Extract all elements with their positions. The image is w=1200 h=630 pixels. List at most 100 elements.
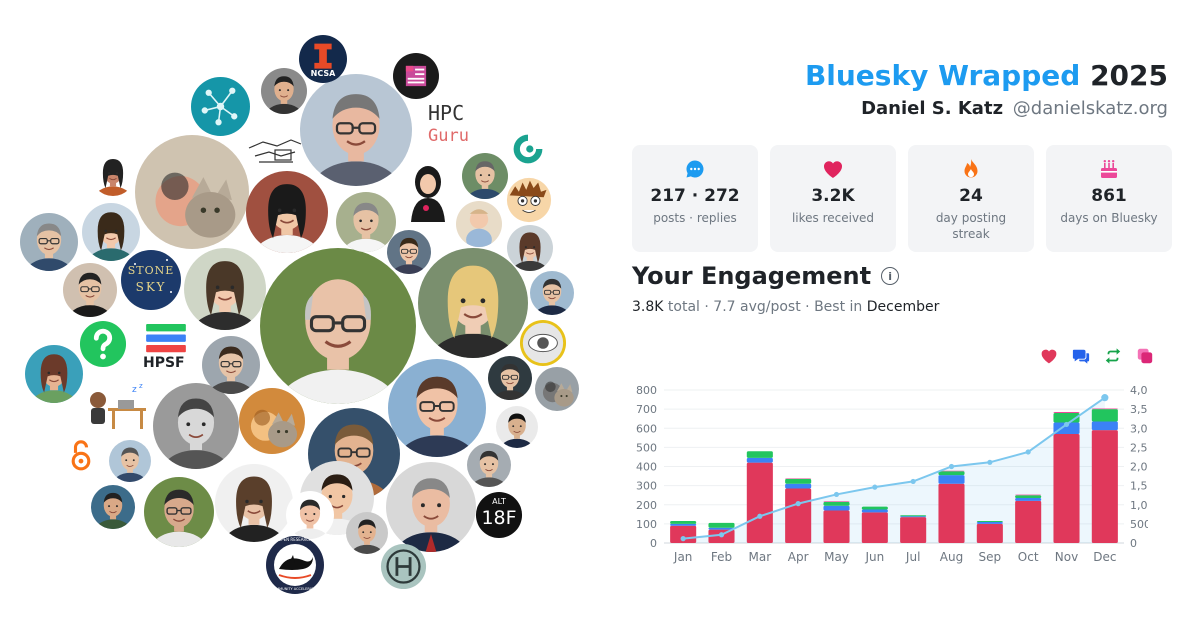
bar-segment-replies <box>861 509 888 513</box>
cumulative-point <box>948 463 955 470</box>
reply-icon[interactable] <box>1072 347 1090 365</box>
avatar <box>286 491 334 539</box>
stat-card-posts: 217 · 272 posts · replies <box>632 145 758 252</box>
avatar <box>91 152 135 196</box>
y-tick-label-left: 100 <box>636 518 657 531</box>
y-tick-label-right: 2,000 <box>1130 461 1148 474</box>
orca-bottom-text: COMMUNITY ACCELERATOR <box>270 587 320 591</box>
user-name: Daniel S. Katz <box>861 98 1004 119</box>
engagement-avg: 7.7 avg/post <box>713 299 801 315</box>
alt-18f-logo: ALT 18F <box>475 491 523 539</box>
hpc-guru-logo: HPC Guru <box>428 101 488 151</box>
repost-icon[interactable] <box>1104 347 1122 365</box>
cumulative-point <box>987 459 993 465</box>
cumulative-point <box>1063 421 1070 428</box>
x-tick-label: Apr <box>788 550 809 564</box>
cumulative-point <box>718 532 725 538</box>
network-logo <box>191 77 250 136</box>
engagement-chart: 0 100 200 300 400 500 600 700 800 0 500 1,000 1,500 2… <box>636 384 1148 564</box>
open-access-icon <box>70 440 92 471</box>
bar-segment-reposts <box>785 478 812 484</box>
bar-segment-replies <box>746 457 773 463</box>
stat-value: 217 · 272 <box>650 186 740 206</box>
bar-segment-quotes <box>938 470 965 472</box>
bar-segment-likes <box>938 483 965 543</box>
bar-segment-likes <box>823 510 850 543</box>
y-tick-label-right: 1,000 <box>1130 499 1148 512</box>
sky-text: SKY <box>135 280 167 294</box>
avatar <box>91 485 135 529</box>
avatar <box>530 271 574 315</box>
engagement-best-prefix: Best in <box>814 299 863 315</box>
y-tick-label-left: 600 <box>636 422 657 435</box>
avatar <box>184 248 266 330</box>
brand-title: Bluesky Wrapped <box>804 59 1081 92</box>
cumulative-point <box>1025 449 1031 455</box>
bar-segment-reposts <box>670 521 697 524</box>
question-logo <box>79 320 127 368</box>
bar-segment-likes <box>785 488 812 543</box>
bar-segment-quotes <box>1091 408 1118 410</box>
y-tick-label-left: 0 <box>650 537 657 550</box>
stat-value: 24 <box>959 186 983 206</box>
stat-value: 3.2K <box>811 186 855 206</box>
engagement-title: Your Engagement i <box>632 262 900 290</box>
bar-segment-reposts <box>1015 495 1042 499</box>
bar-segment-reposts <box>976 521 1003 522</box>
avatar <box>336 192 396 252</box>
ncsa-text: NCSA <box>310 69 336 78</box>
avatar <box>467 443 511 487</box>
bar-segment-reposts <box>823 501 850 506</box>
guru-text: Guru <box>428 126 469 146</box>
book-logo <box>393 53 439 99</box>
bar-segment-replies <box>670 523 697 526</box>
stat-card-likes: 3.2K likes received <box>770 145 896 252</box>
heart-icon[interactable] <box>1040 347 1058 365</box>
bar-segment-reposts <box>900 515 927 517</box>
avatar <box>496 406 538 448</box>
y-tick-label-left: 200 <box>636 499 657 512</box>
avatar <box>386 462 476 552</box>
avatar <box>239 388 305 454</box>
avatar <box>418 248 528 358</box>
quote-icon[interactable] <box>1136 347 1154 365</box>
avatar <box>462 153 508 199</box>
user-line: Daniel S. Katz @danielskatz.org <box>805 96 1168 122</box>
x-tick-label: Jan <box>673 550 693 564</box>
bar-segment-reposts <box>708 522 735 528</box>
bar-segment-likes <box>1053 433 1080 543</box>
y-tick-label-right: 2,500 <box>1130 441 1148 454</box>
info-icon[interactable]: i <box>881 267 900 285</box>
cumulative-area <box>683 397 1105 543</box>
bar-segment-replies <box>900 516 927 518</box>
y-tick-label-right: 0 <box>1130 537 1137 550</box>
orca-top-text: OPEN RESEARCH <box>278 537 312 542</box>
svg-text:z: z <box>139 382 143 390</box>
stone-text: STONE <box>127 264 175 277</box>
page-title: Bluesky Wrapped 2025 <box>805 58 1168 94</box>
cumulative-line <box>683 396 1106 540</box>
avatar-cloud: NCSA HPC Guru STONE SKY HPSF z z ALT 18F OPEN RESE… <box>20 35 579 594</box>
avatar <box>261 68 307 114</box>
baby-avatar <box>456 201 502 247</box>
cumulative-point <box>1101 394 1109 402</box>
bar-segment-likes <box>1091 430 1118 543</box>
avatar <box>82 203 140 261</box>
h-logo <box>380 543 427 590</box>
engagement-best-month: December <box>866 299 940 315</box>
bar-segment-likes <box>900 517 927 543</box>
stat-label: days on Bluesky <box>1060 211 1158 225</box>
avatar <box>535 367 579 411</box>
bar-segment-likes <box>976 523 1003 543</box>
stat-label: day posting streak <box>935 211 1007 241</box>
bar-segment-replies <box>708 527 735 530</box>
x-tick-label: Oct <box>1018 550 1039 564</box>
cumulative-point <box>680 536 686 542</box>
x-tick-label: Nov <box>1055 550 1078 564</box>
y-tick-label-right: 3,500 <box>1130 403 1148 416</box>
chart-legend <box>1040 347 1154 365</box>
x-tick-label: May <box>824 550 849 564</box>
bar-segment-likes <box>1015 500 1042 543</box>
woman-illustration <box>403 162 453 222</box>
bar-segment-replies <box>1015 498 1042 501</box>
